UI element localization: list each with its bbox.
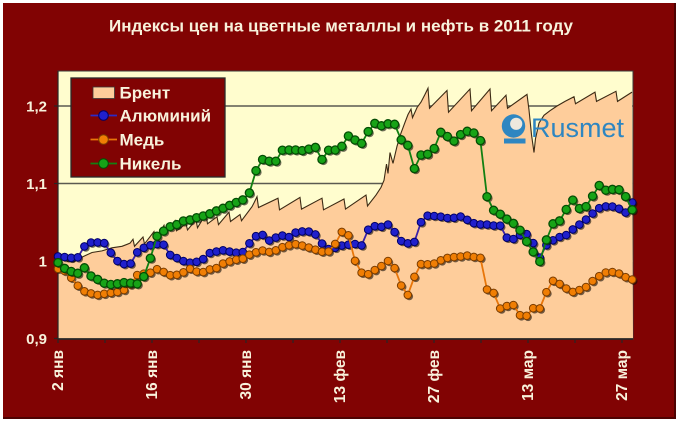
svg-text:27 фев: 27 фев [426, 350, 443, 403]
svg-text:1,1: 1,1 [26, 176, 47, 193]
svg-text:0,9: 0,9 [26, 331, 47, 348]
svg-text:Брент: Брент [120, 84, 171, 103]
svg-text:Rusmet: Rusmet [531, 113, 625, 143]
svg-text:16 янв: 16 янв [144, 350, 161, 399]
svg-text:Алюминий: Алюминий [120, 107, 212, 126]
svg-text:13 фев: 13 фев [332, 350, 349, 403]
svg-text:Медь: Медь [120, 131, 165, 150]
svg-text:2 янв: 2 янв [50, 350, 67, 391]
svg-text:1,2: 1,2 [26, 99, 47, 116]
svg-text:1: 1 [39, 254, 47, 271]
svg-text:30 янв: 30 янв [238, 350, 255, 399]
svg-text:Индексы цен на цветные металлы: Индексы цен на цветные металлы и нефть в… [109, 17, 574, 36]
svg-text:Никель: Никель [120, 155, 182, 174]
svg-text:27 мар: 27 мар [614, 350, 631, 401]
svg-text:13 мар: 13 мар [520, 350, 537, 401]
